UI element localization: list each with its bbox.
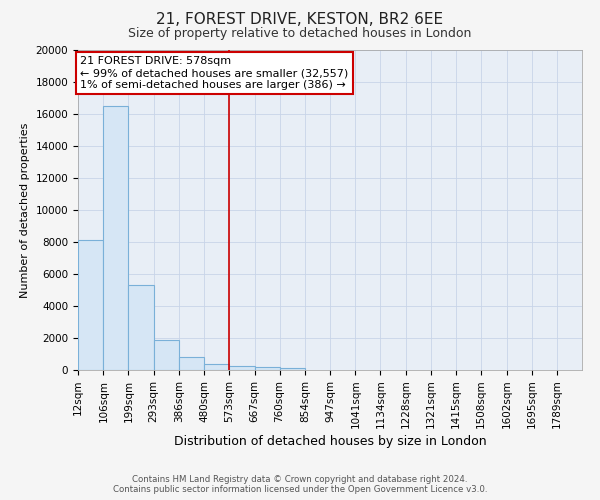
Text: Contains public sector information licensed under the Open Government Licence v3: Contains public sector information licen…	[113, 485, 487, 494]
Bar	[204, 364, 229, 370]
Bar	[78, 240, 103, 370]
Y-axis label: Number of detached properties: Number of detached properties	[20, 122, 30, 298]
Text: Size of property relative to detached houses in London: Size of property relative to detached ho…	[128, 28, 472, 40]
X-axis label: Distribution of detached houses by size in London: Distribution of detached houses by size …	[173, 436, 487, 448]
Bar	[103, 106, 128, 370]
Bar	[254, 367, 280, 370]
Bar	[280, 368, 305, 370]
Text: Contains HM Land Registry data © Crown copyright and database right 2024.: Contains HM Land Registry data © Crown c…	[132, 475, 468, 484]
Text: 21, FOREST DRIVE, KESTON, BR2 6EE: 21, FOREST DRIVE, KESTON, BR2 6EE	[157, 12, 443, 28]
Bar	[154, 340, 179, 370]
Bar	[229, 366, 254, 370]
Text: 21 FOREST DRIVE: 578sqm
← 99% of detached houses are smaller (32,557)
1% of semi: 21 FOREST DRIVE: 578sqm ← 99% of detache…	[80, 56, 349, 90]
Bar	[128, 285, 154, 370]
Bar	[179, 357, 204, 370]
